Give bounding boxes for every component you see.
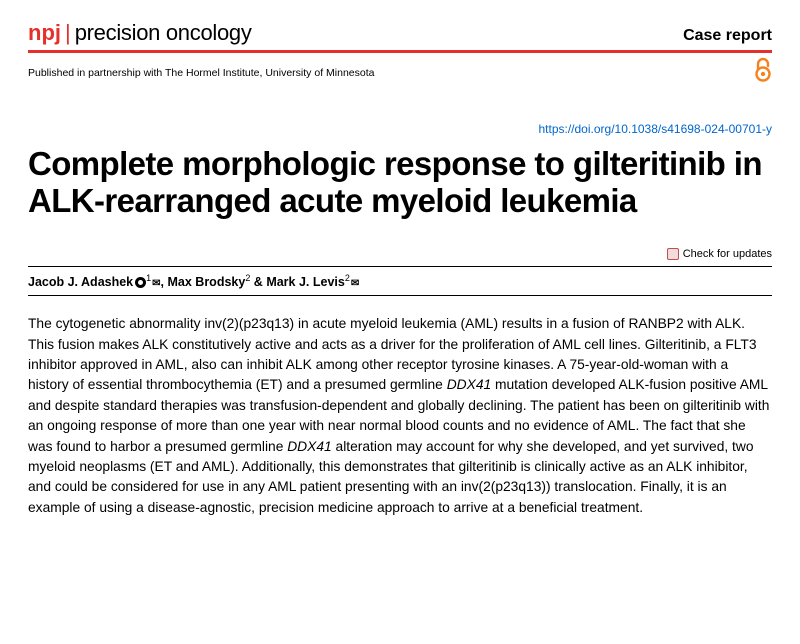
doi-link[interactable]: https://doi.org/10.1038/s41698-024-00701… — [538, 122, 772, 136]
author-2-name[interactable]: Max Brodsky — [168, 275, 246, 289]
author-1-affil: 1 — [146, 273, 151, 283]
article-type-label: Case report — [683, 27, 772, 45]
authors-line: Jacob J. Adashek1✉, Max Brodsky2 & Mark … — [28, 266, 772, 296]
corresponding-icon: ✉ — [152, 278, 160, 289]
orcid-icon[interactable] — [135, 277, 146, 288]
journal-header: npj|precision oncology Case report — [28, 20, 772, 53]
doi-line: https://doi.org/10.1038/s41698-024-00701… — [28, 120, 772, 138]
journal-npj: npj — [28, 20, 61, 45]
author-separator: , — [161, 275, 168, 289]
author-separator: & — [250, 275, 266, 289]
journal-name: npj|precision oncology — [28, 20, 252, 46]
journal-title: precision oncology — [75, 20, 252, 45]
check-updates-icon — [667, 248, 679, 260]
check-updates-row[interactable]: Check for updates — [28, 248, 772, 260]
corresponding-icon: ✉ — [351, 278, 359, 289]
journal-separator: | — [65, 20, 71, 45]
article-title: Complete morphologic response to gilteri… — [28, 146, 772, 220]
gene-name: DDX41 — [287, 439, 331, 454]
author-3-affil: 2 — [345, 273, 350, 283]
author-1-name[interactable]: Jacob J. Adashek — [28, 275, 133, 289]
abstract-text: The cytogenetic abnormality inv(2)(p23q1… — [28, 314, 772, 518]
published-partner-line: Published in partnership with The Hormel… — [28, 67, 374, 79]
author-3-name[interactable]: Mark J. Levis — [266, 275, 345, 289]
subheader-row: Published in partnership with The Hormel… — [28, 57, 772, 88]
open-access-icon — [754, 57, 772, 88]
gene-name: DDX41 — [447, 377, 491, 392]
check-updates-label: Check for updates — [683, 248, 772, 260]
